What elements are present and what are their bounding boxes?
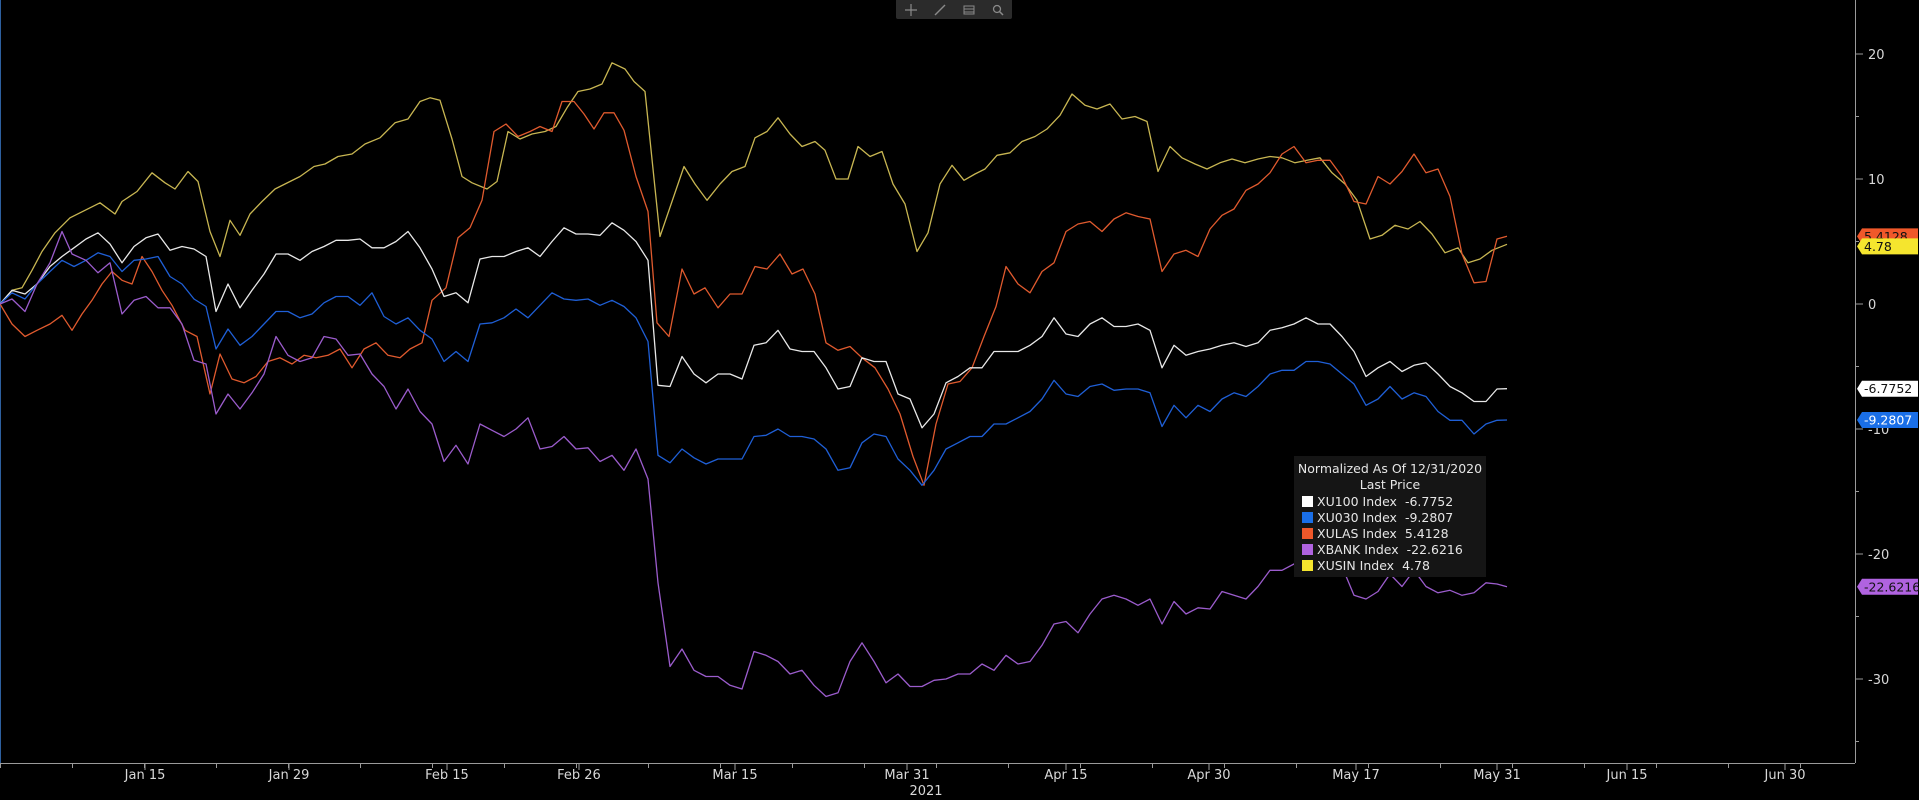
legend-item-value: 4.78 (1402, 557, 1430, 573)
legend-swatch (1302, 495, 1313, 507)
y-tick-label: -20 (1868, 548, 1889, 563)
last-value-text: -9.2807 (1864, 413, 1912, 428)
legend-item-name: XU030 Index (1317, 509, 1397, 525)
table-button[interactable] (954, 0, 983, 19)
series-line-xu100 (0, 222, 1508, 429)
x-tick-label: May 17 (1332, 768, 1380, 783)
legend-title: Normalized As Of 12/31/2020 (1297, 461, 1483, 476)
legend-item: XULAS Index 5.4128 (1294, 525, 1486, 541)
x-axis-year-label: 2021 (909, 784, 942, 799)
last-value-text: -6.7752 (1864, 381, 1912, 396)
last-value-badge (1857, 238, 1918, 255)
legend-item-name: XULAS Index (1317, 525, 1397, 541)
last-value-label: -9.2807 (1857, 412, 1918, 429)
last-value-badge (1857, 578, 1918, 595)
last-value-label: 4.78 (1857, 238, 1918, 255)
last-value-label: -6.7752 (1857, 380, 1918, 397)
last-value-badge (1857, 412, 1918, 429)
legend-item-value: -22.6216 (1406, 541, 1463, 557)
legend-item-name: XBANK Index (1317, 541, 1399, 557)
legend-swatch (1302, 559, 1313, 571)
series-line-xulas (0, 100, 1508, 486)
y-tick-label: 10 (1868, 173, 1885, 188)
legend-swatch (1302, 543, 1313, 555)
legend-subtitle: Last Price (1359, 477, 1421, 492)
legend-item-value: -9.2807 (1404, 509, 1454, 525)
crosshair-button[interactable] (896, 0, 925, 19)
draw-line-button[interactable] (925, 0, 954, 19)
legend-item-value: -6.7752 (1404, 493, 1454, 509)
chart-legend: Normalized As Of 12/31/2020 Last Price X… (1294, 456, 1486, 577)
series-line-xbank (0, 230, 1508, 698)
y-tick-label: -30 (1868, 673, 1889, 688)
x-tick-label: Jan 29 (268, 768, 310, 783)
legend-item: XBANK Index -22.6216 (1294, 541, 1486, 557)
legend-item-name: XU100 Index (1317, 493, 1397, 509)
series-line-xu030 (0, 252, 1508, 486)
x-tick-label: Feb 15 (425, 768, 469, 783)
last-value-label: -22.6216 (1857, 578, 1919, 595)
y-tick-label: 20 (1868, 48, 1885, 63)
legend-item: XU030 Index -9.2807 (1294, 509, 1486, 525)
legend-swatch (1302, 527, 1313, 539)
last-value-text: 4.78 (1864, 239, 1892, 254)
x-tick-label: Jun 30 (1764, 768, 1806, 783)
chart-toolbar (896, 0, 1012, 19)
series-line-xusin (0, 62, 1508, 305)
x-tick-label: Jun 15 (1606, 768, 1648, 783)
crosshair-icon (904, 3, 917, 16)
x-tick-label: Jan 15 (124, 768, 166, 783)
x-tick-label: Mar 31 (884, 768, 929, 783)
x-tick-label: May 31 (1473, 768, 1521, 783)
legend-swatch (1302, 511, 1313, 523)
x-tick-label: Apr 15 (1044, 768, 1087, 783)
zoom-button[interactable] (983, 0, 1012, 19)
legend-item-value: 5.4128 (1404, 525, 1449, 541)
legend-item-name: XUSIN Index (1317, 557, 1395, 573)
zoom-icon (992, 4, 1004, 16)
table-icon (963, 5, 974, 14)
last-value-text: -22.6216 (1864, 579, 1919, 594)
x-tick-label: Mar 15 (712, 768, 757, 783)
last-value-badge (1857, 380, 1918, 397)
legend-item: XUSIN Index 4.78 (1294, 557, 1486, 573)
draw-line-icon (934, 4, 945, 15)
y-tick-label: 0 (1868, 298, 1876, 313)
x-tick-label: Feb 26 (557, 768, 601, 783)
legend-item: XU100 Index -6.7752 (1294, 493, 1486, 509)
x-tick-label: Apr 30 (1187, 768, 1230, 783)
